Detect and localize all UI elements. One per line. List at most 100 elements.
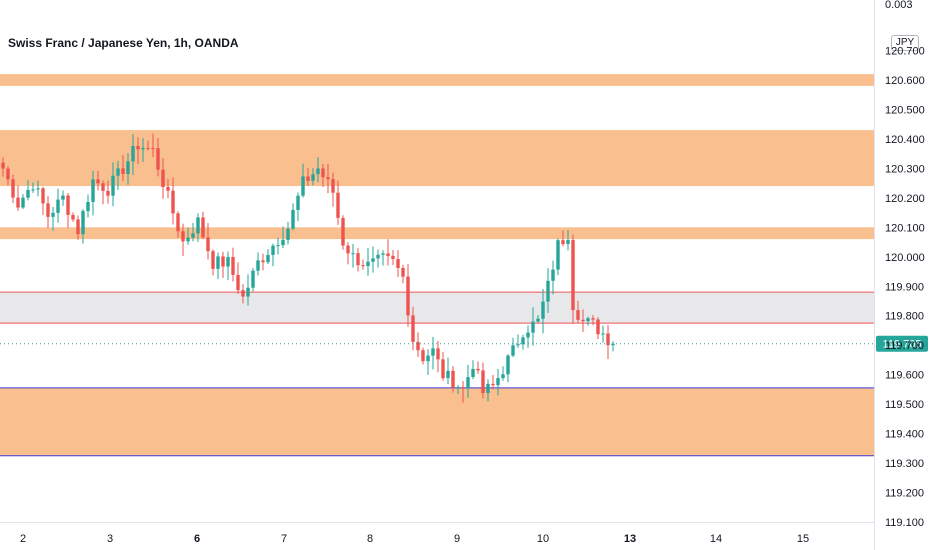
- candle-body: [506, 355, 510, 375]
- candle-body: [581, 319, 585, 322]
- candle-body: [471, 368, 475, 378]
- price-tick-label-partial: 120.700: [885, 46, 925, 58]
- candle-body: [461, 387, 465, 389]
- candle-body: [611, 343, 615, 346]
- candle-body: [226, 257, 230, 267]
- candle-body: [311, 174, 315, 181]
- time-tick-label: 14: [710, 533, 722, 545]
- candle-body: [421, 350, 425, 362]
- candle-body: [1, 162, 5, 169]
- candle-body: [171, 190, 175, 214]
- time-tick-label: 9: [454, 533, 460, 545]
- currency-badge[interactable]: JPY: [891, 35, 919, 51]
- candle-body: [241, 290, 245, 297]
- candle-body: [381, 253, 385, 255]
- candle-body: [401, 267, 405, 277]
- time-tick-label: 8: [367, 533, 373, 545]
- candle-body: [16, 197, 20, 208]
- candle-body: [76, 219, 80, 235]
- candle-body: [281, 239, 285, 246]
- price-tick-label: 120.100: [885, 222, 925, 234]
- candle-body: [26, 189, 30, 198]
- candle-body: [201, 217, 205, 238]
- candle-body: [561, 240, 565, 245]
- candle-body: [96, 179, 100, 184]
- candles-layer: [1, 133, 615, 403]
- candle-body: [261, 260, 265, 263]
- candle-body: [291, 209, 295, 229]
- candle-body: [81, 211, 85, 235]
- time-tick-label: 3: [107, 533, 113, 545]
- candle-body: [256, 260, 260, 271]
- price-tick-label: 119.100: [885, 517, 924, 529]
- candle-body: [151, 148, 155, 150]
- candle-body: [531, 321, 535, 333]
- candle-body: [601, 333, 605, 335]
- candle-body: [501, 374, 505, 379]
- time-tick-label: 13: [624, 533, 636, 545]
- candle-body: [396, 259, 400, 268]
- candle-body: [21, 197, 25, 208]
- candle-body: [331, 179, 335, 193]
- price-tick-label: 119.300: [885, 458, 924, 470]
- candle-body: [591, 318, 595, 320]
- candle-body: [251, 270, 255, 288]
- candle-body: [11, 179, 15, 198]
- price-tick-label: 120.000: [885, 252, 925, 264]
- candle-body: [66, 195, 70, 215]
- candle-body: [536, 318, 540, 322]
- candle-body: [41, 188, 45, 204]
- price-tick-label: 120.300: [885, 163, 925, 175]
- candle-body: [301, 176, 305, 196]
- zones-layer: [0, 74, 874, 457]
- candle-body: [316, 168, 320, 175]
- candle-body: [346, 245, 350, 254]
- candle-body: [566, 240, 570, 245]
- candle-body: [51, 212, 55, 217]
- price-tick-label: 120.600: [885, 75, 925, 87]
- candle-body: [376, 254, 380, 259]
- price-tick-label: 119.600: [885, 370, 924, 382]
- candle-body: [321, 168, 325, 178]
- zone-1: [0, 130, 874, 187]
- candle-body: [526, 332, 530, 338]
- candle-body: [31, 189, 35, 191]
- zone-3: [0, 292, 874, 324]
- candle-body: [411, 315, 415, 342]
- candle-body: [551, 269, 555, 281]
- candle-body: [141, 147, 145, 150]
- price-tick-label: 119.400: [885, 429, 924, 441]
- time-tick-label: 7: [281, 533, 287, 545]
- time-axis: 2 3 6 7 8 9 10 13 14 15: [20, 533, 809, 545]
- candle-body: [416, 341, 420, 351]
- candle-body: [451, 370, 455, 388]
- time-tick-label: 2: [20, 533, 26, 545]
- candle-body: [556, 240, 560, 270]
- candle-body: [246, 287, 250, 297]
- candle-body: [441, 359, 445, 379]
- candle-body: [296, 195, 300, 210]
- candle-body: [236, 274, 240, 291]
- chart-title: Swiss Franc / Japanese Yen, 1h, OANDA: [8, 36, 239, 50]
- candle-body: [286, 228, 290, 240]
- candle-body: [181, 231, 185, 242]
- candle-body: [481, 370, 485, 393]
- last-price-line-layer: 119.705: [0, 335, 928, 352]
- candle-body: [521, 337, 525, 345]
- candle-body: [476, 368, 480, 371]
- candle-body: [326, 177, 330, 180]
- candle-body: [306, 176, 310, 181]
- candle-body: [606, 333, 610, 346]
- candle-body: [121, 168, 125, 174]
- candle-body: [46, 203, 50, 217]
- candle-body: [266, 254, 270, 263]
- candle-body: [516, 344, 520, 346]
- price-tick-label: 119.500: [885, 399, 924, 411]
- candle-body: [176, 213, 180, 232]
- candle-body: [271, 245, 275, 255]
- candle-body: [166, 187, 170, 191]
- candle-body: [431, 348, 435, 356]
- candle-body: [351, 253, 355, 255]
- candle-body: [391, 255, 395, 260]
